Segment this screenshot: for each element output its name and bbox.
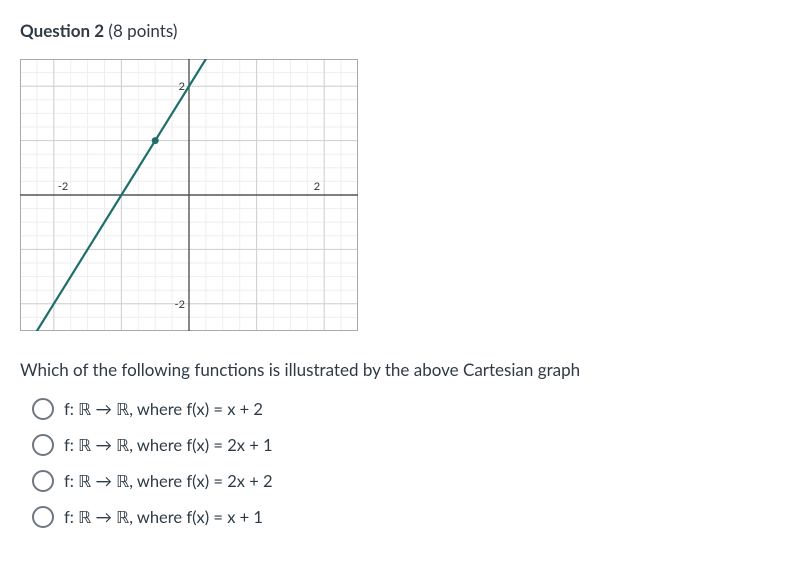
answer-options: f: ℝ → ℝ, where f(x) = x + 2f: ℝ → ℝ, wh… [20, 398, 779, 528]
answer-option[interactable]: f: ℝ → ℝ, where f(x) = x + 2 [32, 398, 779, 420]
answer-option[interactable]: f: ℝ → ℝ, where f(x) = 2x + 1 [32, 434, 779, 456]
answer-option-label: f: ℝ → ℝ, where f(x) = x + 1 [64, 507, 263, 528]
fn-arrow: → [91, 471, 116, 491]
svg-text:2: 2 [179, 80, 185, 93]
fn-prefix: f: [64, 435, 78, 455]
radio-button[interactable] [32, 506, 54, 528]
domain-symbol: ℝ [78, 472, 91, 491]
codomain-symbol: ℝ [116, 400, 129, 419]
fn-prefix: f: [64, 471, 78, 491]
domain-symbol: ℝ [78, 508, 91, 527]
domain-symbol: ℝ [78, 400, 91, 419]
answer-option-label: f: ℝ → ℝ, where f(x) = 2x + 2 [64, 471, 273, 492]
answer-option-label: f: ℝ → ℝ, where f(x) = x + 2 [64, 399, 263, 420]
codomain-symbol: ℝ [116, 508, 129, 527]
fn-arrow: → [91, 399, 116, 419]
answer-option-label: f: ℝ → ℝ, where f(x) = 2x + 1 [64, 435, 273, 456]
radio-button[interactable] [32, 470, 54, 492]
svg-text:2: 2 [314, 180, 320, 193]
fn-rest: , where f(x) = 2x + 2 [129, 471, 272, 491]
fn-rest: , where f(x) = x + 2 [129, 399, 263, 419]
question-points: (8 points) [108, 20, 177, 41]
radio-button[interactable] [32, 434, 54, 456]
fn-rest: , where f(x) = x + 1 [129, 507, 263, 527]
svg-text:-2: -2 [58, 180, 68, 193]
domain-symbol: ℝ [78, 436, 91, 455]
svg-text:-2: -2 [175, 298, 185, 311]
fn-arrow: → [91, 507, 116, 527]
answer-option[interactable]: f: ℝ → ℝ, where f(x) = x + 1 [32, 506, 779, 528]
fn-prefix: f: [64, 507, 78, 527]
fn-rest: , where f(x) = 2x + 1 [129, 435, 272, 455]
cartesian-graph: -2 2 2 -2 [20, 59, 779, 335]
fn-prefix: f: [64, 399, 78, 419]
answer-option[interactable]: f: ℝ → ℝ, where f(x) = 2x + 2 [32, 470, 779, 492]
codomain-symbol: ℝ [116, 436, 129, 455]
codomain-symbol: ℝ [116, 472, 129, 491]
question-header: Question 2 (8 points) [20, 20, 779, 41]
question-prompt: Which of the following functions is illu… [20, 359, 779, 380]
graph-svg: -2 2 2 -2 [20, 59, 358, 331]
radio-button[interactable] [32, 398, 54, 420]
question-number: Question 2 [20, 20, 104, 41]
fn-arrow: → [91, 435, 116, 455]
